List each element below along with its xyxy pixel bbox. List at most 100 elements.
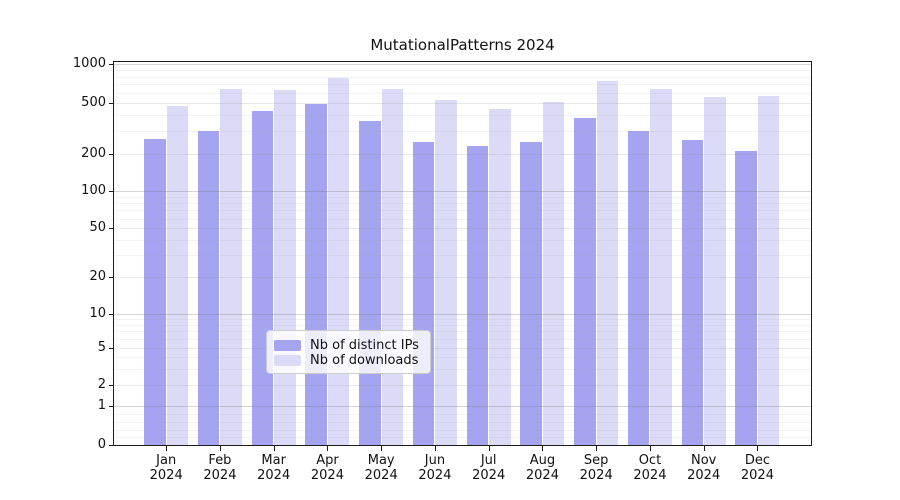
legend-swatch-distinct-ips (274, 340, 301, 351)
x-tick-month: Mar (261, 453, 286, 468)
legend: Nb of distinct IPs Nb of downloads (266, 330, 431, 374)
y-tick-label-1: 1 (97, 398, 106, 414)
plot-area: 1000 500 200 100 50 20 10 5 2 1 0 Jan 2024 Feb 2024 Mar… (73, 56, 812, 483)
x-tick-month: Apr (316, 453, 339, 468)
bar-nb-of-downloads-feb (220, 88, 242, 445)
chart-title: MutationalPatterns 2024 (370, 36, 555, 54)
x-tick-year: 2024 (472, 468, 506, 483)
x-tick-mark-feb (219, 446, 221, 451)
y-tick-mark-200 (109, 154, 114, 155)
x-tick-mark-jun (434, 446, 436, 451)
x-tick-month: Feb (208, 453, 232, 468)
y-tick-label-500: 500 (81, 95, 106, 110)
x-tick-mark-sep (596, 446, 598, 451)
x-tick-year: 2024 (310, 468, 344, 483)
legend-label-downloads: Nb of downloads (310, 353, 419, 368)
y-tick-mark-5 (109, 348, 114, 349)
x-tick-mark-oct (649, 446, 651, 451)
x-tick-month: Jun (424, 453, 446, 468)
x-tick-mark-jan (166, 446, 168, 451)
x-tick-month: Dec (744, 453, 771, 468)
y-tick-mark-10 (109, 314, 114, 315)
x-tick-year: 2024 (364, 468, 398, 483)
bar-nb-of-distinct-ips-nov (681, 140, 704, 445)
bar-nb-of-downloads-jan (166, 105, 189, 445)
x-tick-year: 2024 (633, 468, 667, 483)
bar-nb-of-distinct-ips-jun (412, 142, 435, 445)
bar-nb-of-distinct-ips-oct (627, 131, 650, 445)
x-tick-year: 2024 (525, 468, 559, 483)
y-tick-mark-1000 (109, 64, 114, 65)
bar-nb-of-distinct-ips-feb (197, 131, 220, 445)
x-tick-year: 2024 (149, 468, 183, 483)
y-tick-label-200: 200 (81, 146, 106, 161)
bar-nb-of-downloads-jul (489, 109, 511, 445)
gridline (114, 92, 811, 94)
x-tick-label-nov: Nov 2024 (674, 453, 734, 483)
y-tick-label-20: 20 (89, 269, 106, 284)
bar-nb-of-downloads-mar (274, 90, 296, 445)
gridline (114, 76, 811, 78)
x-tick-label-oct: Oct 2024 (620, 453, 680, 483)
bar-nb-of-downloads-sep (596, 80, 619, 445)
y-tick-mark-20 (109, 277, 114, 278)
y-tick-mark-100 (109, 191, 114, 193)
x-tick-mark-may (381, 446, 383, 451)
x-tick-label-jun: Jun 2024 (405, 453, 465, 483)
bar-nb-of-distinct-ips-mar (251, 110, 274, 445)
bar-nb-of-downloads-oct (650, 89, 672, 445)
x-tick-label-feb: Feb 2024 (190, 453, 250, 483)
y-tick-label-0: 0 (97, 437, 106, 452)
legend-label-distinct-ips: Nb of distinct IPs (310, 338, 419, 353)
x-tick-year: 2024 (418, 468, 452, 483)
x-tick-mark-aug (542, 446, 544, 451)
x-tick-mark-jul (488, 446, 490, 451)
legend-item-downloads: Nb of downloads (274, 353, 422, 368)
x-tick-label-sep: Sep 2024 (566, 453, 626, 483)
bar-nb-of-downloads-aug (542, 101, 565, 445)
bar-nb-of-distinct-ips-aug (520, 142, 542, 445)
x-tick-month: Oct (638, 453, 662, 468)
y-tick-mark-0 (109, 445, 114, 446)
x-tick-label-jul: Jul 2024 (459, 453, 519, 483)
x-tick-year: 2024 (579, 468, 613, 483)
bar-nb-of-distinct-ips-sep (574, 118, 596, 445)
y-tick-mark-1 (109, 406, 114, 408)
bar-nb-of-downloads-nov (704, 96, 726, 445)
y-tick-label-2: 2 (97, 377, 106, 392)
x-tick-label-may: May 2024 (351, 453, 411, 483)
y-tick-label-5: 5 (97, 340, 106, 355)
x-tick-month: Sep (583, 453, 609, 468)
x-tick-mark-dec (757, 446, 759, 451)
x-tick-year: 2024 (257, 468, 291, 483)
y-tick-label-10: 10 (89, 306, 106, 321)
y-tick-label-1000: 1000 (72, 56, 106, 71)
x-tick-mark-apr (327, 446, 329, 451)
x-tick-month: Jan (156, 453, 177, 468)
bar-nb-of-distinct-ips-dec (735, 151, 757, 445)
gridline (114, 69, 811, 71)
y-tick-label-100: 100 (81, 183, 106, 199)
bar-nb-of-downloads-may (381, 89, 404, 445)
y-tick-mark-50 (109, 228, 114, 230)
bar-nb-of-distinct-ips-may (359, 120, 381, 445)
x-tick-month: Nov (691, 453, 717, 468)
y-tick-mark-500 (109, 103, 114, 104)
x-tick-label-dec: Dec 2024 (727, 453, 787, 483)
bar-nb-of-distinct-ips-jul (466, 146, 489, 445)
x-tick-mark-mar (273, 446, 275, 451)
bar-nb-of-downloads-jun (435, 99, 457, 445)
y-tick-label-50: 50 (89, 220, 106, 236)
x-tick-mark-nov (703, 446, 705, 451)
x-tick-month: May (367, 453, 395, 468)
bar-nb-of-downloads-apr (327, 78, 350, 445)
y-tick-mark-2 (109, 385, 114, 386)
gridline (114, 64, 811, 65)
legend-swatch-downloads (274, 355, 301, 366)
x-tick-label-jan: Jan 2024 (136, 453, 196, 483)
x-tick-label-apr: Apr 2024 (297, 453, 357, 483)
x-tick-month: Jul (480, 453, 497, 468)
x-tick-year: 2024 (203, 468, 237, 483)
legend-item-distinct-ips: Nb of distinct IPs (274, 338, 422, 353)
